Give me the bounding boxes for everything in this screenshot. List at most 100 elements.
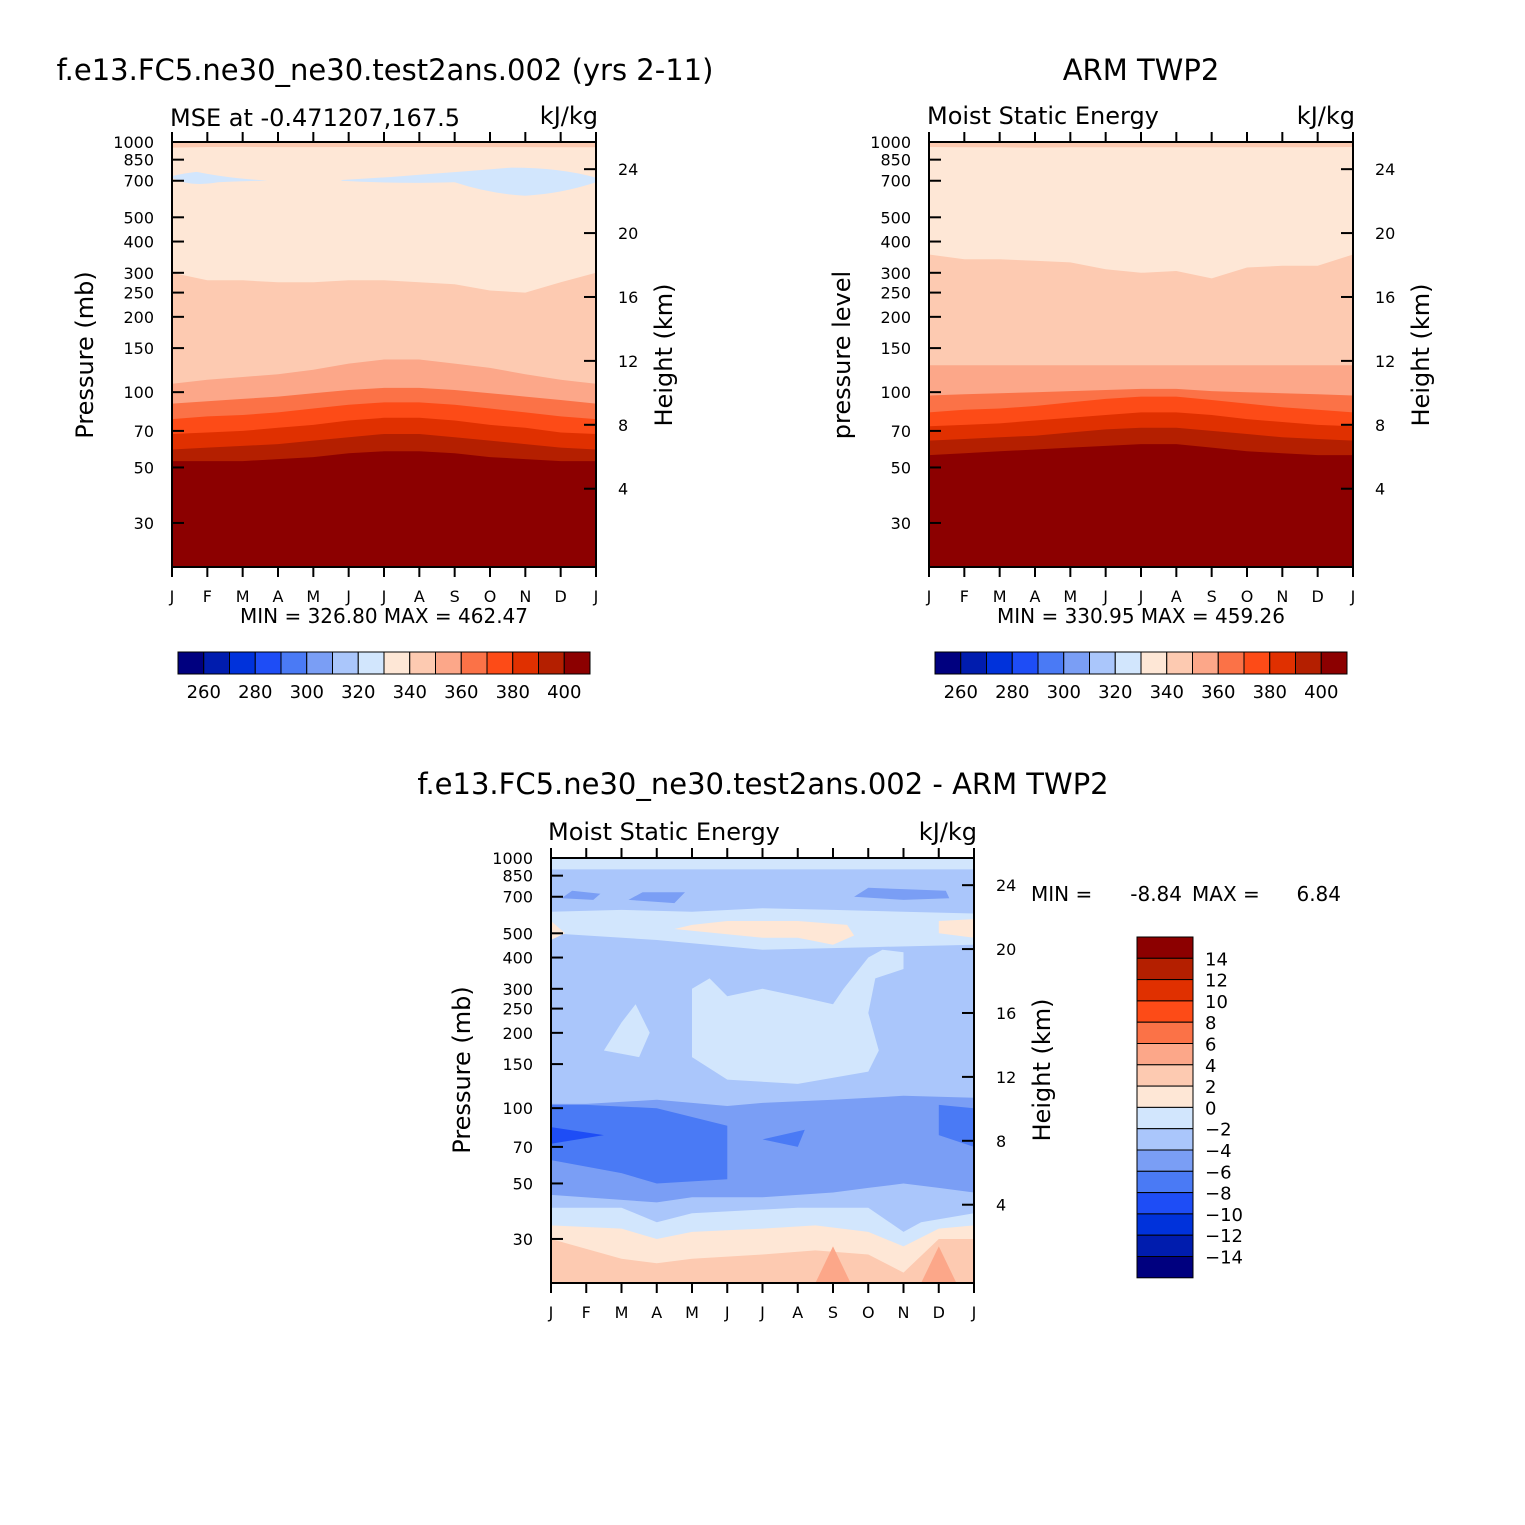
- y-tick-label: 50: [513, 1174, 533, 1193]
- panel-obs-stats: MIN = 330.95 MAX = 459.26: [997, 604, 1285, 628]
- y-tick-label: 250: [880, 284, 911, 303]
- y-right-tick-label: 12: [1375, 352, 1395, 371]
- colorbar-swatch: [512, 651, 539, 675]
- panel-model-units: kJ/kg: [540, 102, 598, 130]
- x-tick-label: N: [898, 1303, 910, 1322]
- x-tick-label: J: [759, 1303, 765, 1322]
- colorbar-swatch: [306, 651, 333, 675]
- colorbar-label: 360: [444, 682, 478, 703]
- y-right-tick-label: 4: [996, 1196, 1006, 1215]
- x-tick-label: M: [306, 587, 320, 606]
- x-tick-label: J: [345, 587, 351, 606]
- x-tick-label: M: [236, 587, 250, 606]
- colorbar-label: 320: [1098, 682, 1132, 703]
- colorbar-swatch: [1136, 1021, 1194, 1045]
- colorbar-swatch: [1136, 979, 1194, 1002]
- colorbar-label: 340: [393, 682, 427, 703]
- colorbar-swatch: [960, 651, 987, 675]
- y-right-tick-label: 8: [618, 416, 628, 435]
- x-tick-label: O: [1241, 587, 1254, 606]
- x-tick-label: J: [1138, 587, 1144, 606]
- x-tick-label: F: [582, 1303, 591, 1322]
- x-tick-label: M: [993, 587, 1007, 606]
- contour-fill: [561, 890, 601, 900]
- colorbar-label: 400: [547, 682, 581, 703]
- colorbar-swatch: [1136, 1043, 1194, 1066]
- colorbar-swatch: [177, 651, 205, 675]
- colorbar-label: 0: [1205, 1098, 1216, 1119]
- colorbar-swatch: [332, 651, 359, 675]
- contour-fill: [551, 1127, 604, 1144]
- contour-fill: [551, 858, 974, 870]
- x-tick-label: J: [724, 1303, 730, 1322]
- y-tick-label: 300: [880, 264, 911, 283]
- contour-fill: [551, 921, 566, 940]
- x-tick-label: J: [548, 1303, 554, 1322]
- colorbar-label: 320: [341, 682, 375, 703]
- colorbar-label: 360: [1201, 682, 1235, 703]
- x-tick-label: J: [1350, 587, 1356, 606]
- y-tick-label: 700: [123, 172, 154, 191]
- y-tick-label: 50: [891, 458, 911, 477]
- contour-fill: [603, 1004, 650, 1058]
- panel-diff-title: f.e13.FC5.ne30_ne30.test2ans.002 - ARM T…: [417, 767, 1108, 801]
- y-right-tick-label: 20: [618, 224, 638, 243]
- contour-fill: [929, 142, 1353, 148]
- y-tick-label: 250: [123, 284, 154, 303]
- y-tick-label: 250: [502, 1000, 533, 1019]
- colorbar-swatch: [460, 651, 488, 675]
- x-tick-label: S: [450, 587, 460, 606]
- colorbar-label: −2: [1205, 1120, 1232, 1141]
- colorbar-swatch: [1269, 651, 1296, 675]
- y-tick-label: 30: [891, 514, 911, 533]
- colorbar-label: −10: [1205, 1205, 1243, 1226]
- x-tick-label: A: [792, 1303, 803, 1322]
- y-right-tick-label: 24: [618, 160, 638, 179]
- y-tick-label: 1000: [113, 133, 154, 152]
- panel-diff: f.e13.FC5.ne30_ne30.test2ans.002 - ARM T…: [417, 767, 1341, 1322]
- y-tick-label: 400: [502, 949, 533, 968]
- y-right-tick-label: 4: [618, 480, 628, 499]
- contour-fill: [692, 949, 904, 1084]
- colorbar-swatch: [229, 651, 256, 675]
- colorbar-swatch: [934, 651, 962, 675]
- x-tick-label: D: [1312, 587, 1324, 606]
- x-tick-label: A: [1030, 587, 1041, 606]
- colorbar-label: 10: [1205, 992, 1228, 1013]
- x-tick-label: J: [381, 587, 387, 606]
- colorbar-label: 280: [238, 682, 272, 703]
- y-tick-label: 500: [502, 924, 533, 943]
- panel-obs-contours: [929, 142, 1353, 567]
- panel-obs-ylabel-right: Height (km): [1407, 284, 1435, 427]
- y-tick-label: 400: [880, 233, 911, 252]
- contour-fill: [929, 142, 1353, 279]
- y-tick-label: 150: [123, 339, 154, 358]
- panel-diff-min-value: -8.84: [1130, 882, 1182, 906]
- colorbar-swatch: [435, 651, 462, 675]
- y-tick-label: 200: [502, 1024, 533, 1043]
- x-tick-label: S: [828, 1303, 838, 1322]
- contour-fill: [551, 1239, 974, 1283]
- y-right-tick-label: 12: [618, 352, 638, 371]
- panel-model-ylabel-right: Height (km): [650, 284, 678, 427]
- x-tick-label: A: [651, 1303, 662, 1322]
- x-tick-label: A: [414, 587, 425, 606]
- colorbar-swatch: [1063, 651, 1090, 675]
- panel-model-stats: MIN = 326.80 MAX = 462.47: [240, 604, 528, 628]
- colorbar-label: −12: [1205, 1226, 1243, 1247]
- panel-model-title: f.e13.FC5.ne30_ne30.test2ans.002 (yrs 2-…: [57, 53, 714, 87]
- y-tick-label: 500: [880, 208, 911, 227]
- y-tick-label: 70: [134, 422, 154, 441]
- y-tick-label: 1000: [492, 849, 533, 868]
- contour-fill: [172, 142, 596, 293]
- y-tick-label: 100: [502, 1099, 533, 1118]
- y-right-tick-label: 8: [1375, 416, 1385, 435]
- colorbar-label: −4: [1205, 1141, 1232, 1162]
- y-tick-label: 150: [880, 339, 911, 358]
- x-tick-label: J: [971, 1303, 977, 1322]
- x-tick-label: A: [1171, 587, 1182, 606]
- y-tick-label: 70: [513, 1138, 533, 1157]
